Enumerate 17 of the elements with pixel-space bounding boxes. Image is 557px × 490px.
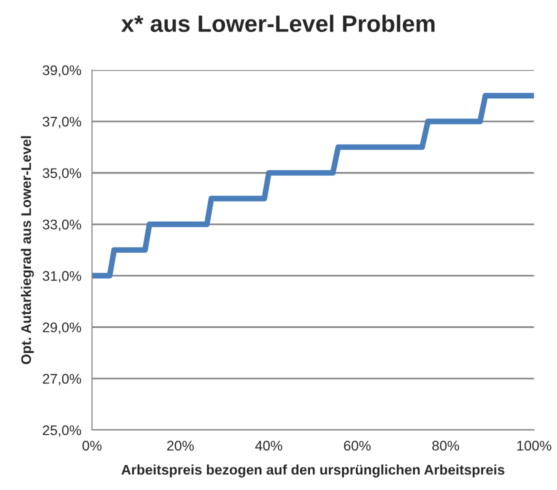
y-tick-label: 37,0%	[42, 116, 82, 128]
x-tick-label: 20%	[167, 440, 194, 451]
x-axis-title: Arbeitspreis bezogen auf den ursprünglichen Arbeitspreis	[121, 464, 504, 478]
y-tick-label: 33,0%	[42, 220, 82, 232]
y-axis-title: Opt. Autarkiegrad aus Lower-Level	[20, 136, 34, 364]
y-tick-label: 25,0%	[42, 425, 82, 437]
x-tick-label: 40%	[255, 440, 282, 451]
y-tick-label: 27,0%	[42, 374, 82, 386]
y-tick-label: 39,0%	[42, 65, 82, 77]
x-tick-label: 60%	[344, 440, 371, 451]
y-tick-label: 35,0%	[42, 168, 82, 180]
x-tick-label: 100%	[517, 440, 552, 451]
x-tick-label: 0%	[82, 440, 102, 451]
y-tick-label: 29,0%	[42, 322, 82, 334]
x-tick-label: 80%	[432, 440, 460, 451]
y-tick-label: 31,0%	[42, 271, 82, 283]
chart-title: x* aus Lower-Level Problem	[121, 14, 435, 32]
